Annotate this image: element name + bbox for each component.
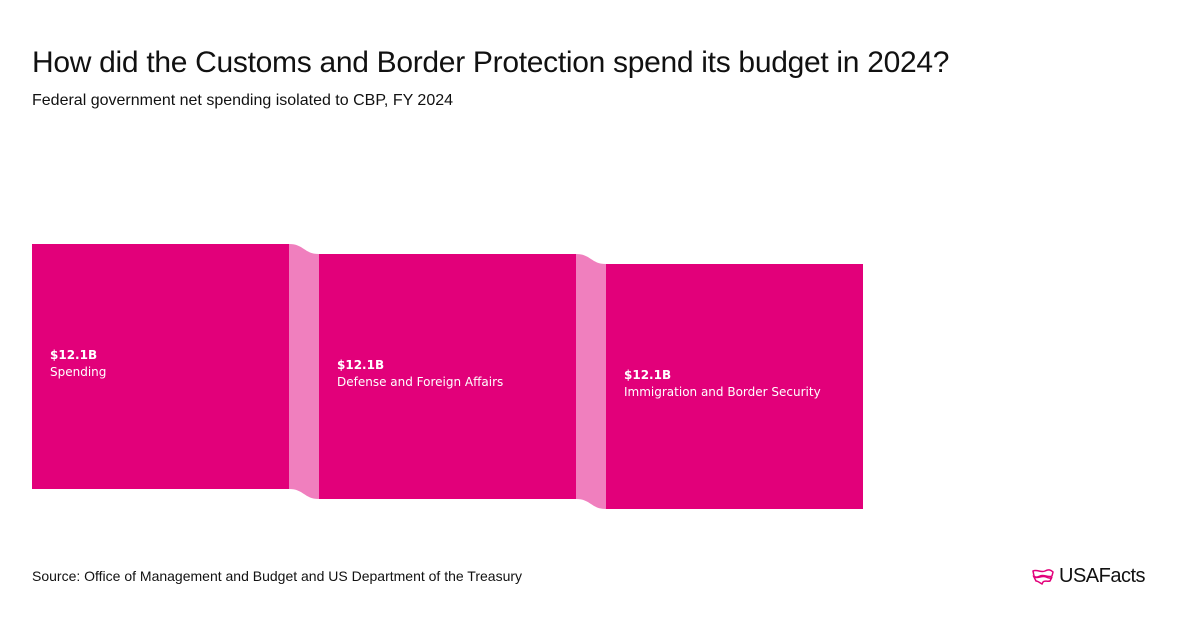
node-label: $12.1B Defense and Foreign Affairs bbox=[337, 357, 503, 391]
node-name: Immigration and Border Security bbox=[624, 384, 821, 399]
node-label: $12.1B Immigration and Border Security bbox=[624, 367, 821, 401]
sankey-link bbox=[289, 244, 319, 499]
node-value: $12.1B bbox=[50, 347, 98, 362]
node-name: Defense and Foreign Affairs bbox=[337, 374, 504, 389]
chart-title: How did the Customs and Border Protectio… bbox=[32, 46, 950, 79]
source-note: Source: Office of Management and Budget … bbox=[32, 568, 523, 584]
node-value: $12.1B bbox=[337, 357, 385, 372]
logo-text: USAFacts bbox=[1059, 565, 1146, 587]
node-value: $12.1B bbox=[624, 367, 672, 382]
sankey-node bbox=[319, 254, 576, 499]
sankey-node bbox=[32, 244, 289, 489]
chart-subtitle: Federal government net spending isolated… bbox=[32, 92, 454, 109]
us-map-flag-icon bbox=[1032, 568, 1054, 585]
node-name: Spending bbox=[50, 364, 107, 379]
usafacts-logo: USAFacts bbox=[1031, 565, 1146, 588]
node-label: $12.1B Spending bbox=[50, 347, 106, 381]
sankey-link bbox=[576, 254, 606, 509]
sankey-node bbox=[606, 264, 863, 509]
